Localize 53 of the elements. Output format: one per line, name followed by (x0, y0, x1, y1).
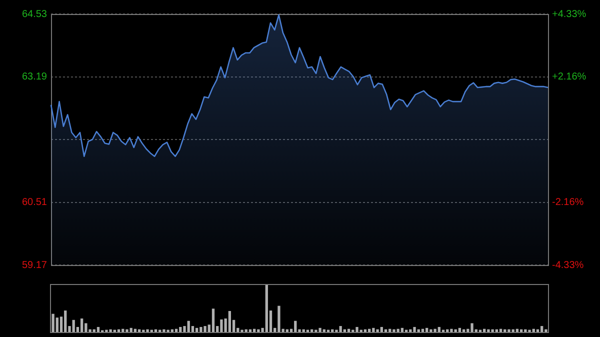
bar (413, 326, 416, 332)
bar (372, 328, 375, 332)
bar (380, 326, 383, 332)
bar (220, 319, 223, 332)
bar (80, 318, 84, 332)
bar (228, 310, 232, 332)
bar (204, 326, 206, 332)
bar (72, 320, 75, 332)
bar (318, 328, 322, 332)
bar (470, 323, 474, 332)
bar (294, 320, 297, 332)
bar (162, 329, 166, 332)
bar (52, 314, 54, 332)
bar (96, 326, 100, 332)
bar (450, 328, 453, 332)
bar (426, 328, 428, 332)
bar (130, 328, 132, 332)
bar (257, 329, 260, 332)
bar (126, 329, 128, 332)
bar (195, 328, 198, 332)
bar (430, 329, 432, 332)
bar (187, 320, 190, 332)
bar (179, 326, 182, 332)
y2-tick-label: -2.16% (552, 196, 584, 208)
y-tick-label: 64.53 (22, 8, 48, 20)
bar (392, 329, 396, 332)
bar (508, 329, 510, 332)
bar (64, 310, 67, 332)
bar (376, 329, 379, 332)
bar (434, 328, 436, 332)
bar (540, 326, 544, 332)
y2-tick-label: -4.33% (552, 260, 584, 271)
y-tick-label: 60.51 (22, 197, 48, 208)
bar (356, 326, 358, 332)
bar (458, 328, 462, 332)
bar (438, 326, 440, 332)
bar (487, 329, 490, 332)
bar (56, 318, 58, 332)
bar (146, 329, 149, 332)
y-tick-label: 63.19 (22, 72, 48, 82)
y2-tick-label: +2.16% (552, 72, 586, 83)
bar (278, 306, 280, 332)
bar (400, 328, 404, 332)
bar (265, 285, 268, 332)
bar (200, 326, 202, 332)
y2-tick-label: +4.33% (552, 8, 586, 20)
bar (109, 329, 112, 332)
bar (491, 329, 494, 332)
bar (212, 308, 215, 332)
y-tick-label: 59.17 (22, 260, 48, 271)
bar (396, 328, 400, 332)
bar (544, 329, 548, 332)
bar (339, 326, 342, 332)
